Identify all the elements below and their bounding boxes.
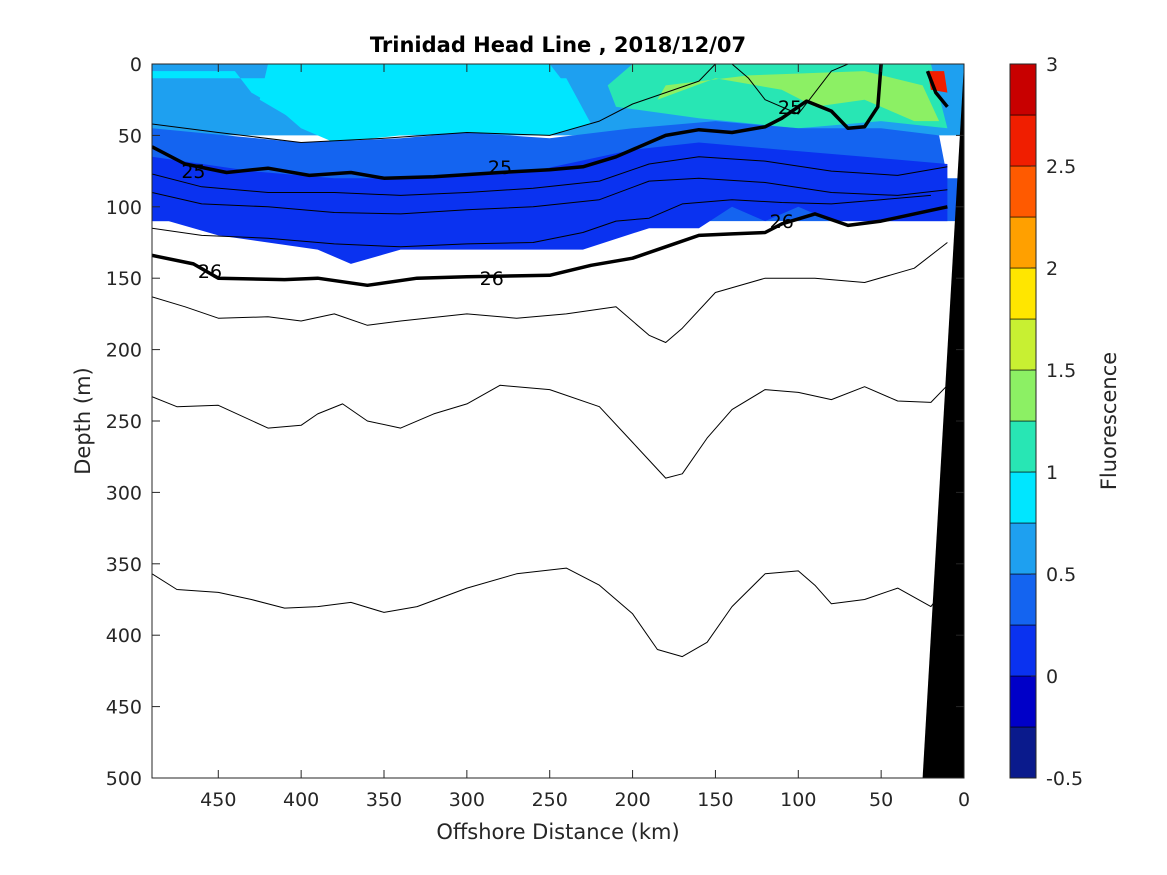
colorbar-segment-1 [1009, 675, 1037, 728]
x-tick-label: 100 [780, 789, 816, 811]
colorbar-segment-11 [1009, 165, 1037, 218]
colorbar-segment-3 [1009, 573, 1037, 626]
isopycnal-line-9 [731, 64, 849, 115]
y-tick-label: 100 [106, 197, 142, 219]
colorbar-segment-6 [1009, 420, 1037, 473]
x-axis-ticks: 450 400 350 300 250 200 150 100 50 0 [200, 64, 970, 811]
x-tick-label: 450 [200, 789, 236, 811]
bathymetry [922, 64, 964, 778]
colorbar-label: Fluorescence [1097, 352, 1121, 490]
colorbar-segment-2 [1009, 624, 1037, 677]
isopycnal-line-5 [152, 567, 948, 658]
contour-label-2-1: 26 [480, 268, 504, 290]
colorbar-tick-label: 1.5 [1046, 360, 1076, 382]
colorbar-segment-0 [1009, 726, 1037, 779]
y-tick-label: 300 [106, 482, 142, 504]
colorbar-segment-9 [1009, 267, 1037, 320]
fluorescence-region-4 [657, 71, 940, 122]
x-tick-label: 200 [614, 789, 650, 811]
y-tick-label: 50 [118, 125, 142, 147]
y-tick-label: 200 [106, 340, 142, 362]
y-tick-label: 350 [106, 554, 142, 576]
colorbar-tick-label: 0.5 [1046, 564, 1076, 586]
isopycnal-line-7 [152, 156, 948, 196]
y-tick-label: 0 [130, 54, 142, 76]
isopycnal-line-8 [152, 64, 716, 143]
x-tick-label: 250 [532, 789, 568, 811]
contour-label-0-0: 25 [181, 161, 205, 183]
colorbar-segment-5 [1009, 471, 1037, 524]
y-tick-label: 450 [106, 697, 142, 719]
colorbar-segment-8 [1009, 318, 1037, 371]
colorbar-segment-7 [1009, 369, 1037, 422]
colorbar-frame [1009, 63, 1037, 779]
fluorescence-field [152, 64, 964, 264]
fluorescence-region-2 [259, 64, 567, 130]
x-tick-label: 400 [283, 789, 319, 811]
colorbar-tick-label: 0 [1046, 666, 1058, 688]
colorbar-segment-4 [1009, 522, 1037, 575]
fluorescence-region-7 [152, 142, 948, 264]
x-tick-label: 150 [697, 789, 733, 811]
colorbar-segment-10 [1009, 216, 1037, 269]
x-tick-label: 50 [869, 789, 893, 811]
isopycnal-line-4 [152, 384, 948, 479]
y-tick-label: 250 [106, 411, 142, 433]
contour-label-2-0: 26 [198, 261, 222, 283]
colorbar-tick-label: 2.5 [1046, 156, 1076, 178]
colorbar-segment-13 [1009, 63, 1037, 116]
contour-label-0-2: 25 [778, 97, 802, 119]
y-axis-label: Depth (m) [71, 367, 95, 474]
isopycnal-line-3 [152, 242, 948, 343]
isopycnal-contours: 25 25 25 26 26 26 [152, 64, 949, 658]
x-tick-label: 0 [958, 789, 970, 811]
x-axis-label: Offshore Distance (km) [436, 820, 679, 844]
x-tick-label: 350 [366, 789, 402, 811]
colorbar-tick-label: 2 [1046, 258, 1058, 280]
contour-label-0-1: 25 [488, 157, 512, 179]
y-tick-label: 400 [106, 625, 142, 647]
seafloor-shape [922, 64, 964, 778]
colorbar-tick-label: -0.5 [1046, 768, 1083, 790]
chart-title: Trinidad Head Line , 2018/12/07 [370, 33, 746, 57]
y-axis-ticks: 0 50 100 150 200 250 300 350 400 450 500 [106, 54, 964, 790]
isopycnal-line-2 [152, 205, 948, 288]
y-tick-label: 500 [106, 768, 142, 790]
x-tick-label: 300 [449, 789, 485, 811]
isopycnal-line-6 [152, 177, 948, 215]
isopycnal-line-0 [152, 64, 883, 180]
contour-label-2-2: 26 [770, 211, 794, 233]
colorbar-tick-label: 1 [1046, 462, 1058, 484]
isopycnal-line-1 [925, 70, 949, 108]
isopycnal-line-10 [152, 194, 931, 248]
colorbar [1009, 63, 1037, 779]
colorbar-ticks: 3 2.5 2 1.5 1 0.5 0 -0.5 [1031, 54, 1083, 790]
colorbar-tick-label: 3 [1046, 54, 1058, 76]
y-tick-label: 150 [106, 268, 142, 290]
colorbar-segment-12 [1009, 114, 1037, 167]
